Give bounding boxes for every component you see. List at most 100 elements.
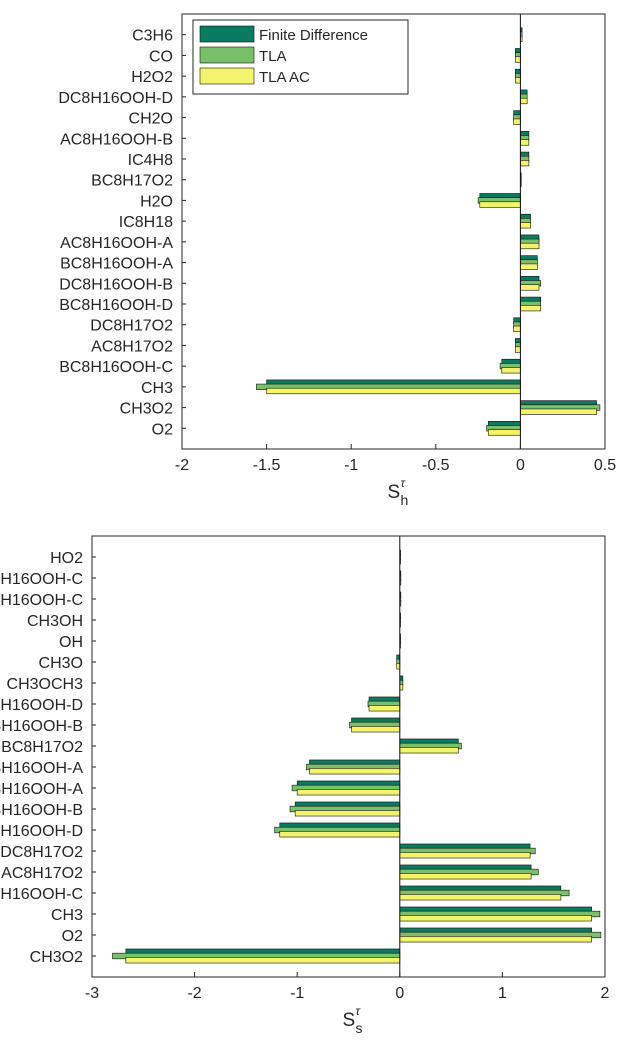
ytick-label: DC8H16OOH-D <box>0 697 83 714</box>
axes-box <box>181 13 606 450</box>
xtick-label: 0 <box>516 457 525 474</box>
ytick-label: CH3OH <box>27 613 83 630</box>
legend-label: TLA AC <box>259 69 310 86</box>
bar-tla-ac-bc8h16ooh-a <box>520 263 538 270</box>
ytick-label: AC8H16OOH-B <box>0 718 83 735</box>
x-axis-label-sup: τ <box>401 476 407 490</box>
ytick-label: BC8H16OOH-C <box>0 886 83 903</box>
xtick-label: -1 <box>290 985 304 1002</box>
bar-tla-ac-ac8h16ooh-b <box>520 139 530 146</box>
ytick-label: BC8H16OOH-A <box>0 781 83 798</box>
bar-tla-ac-ch2o <box>513 118 521 125</box>
bar-tla-ac-bc8h16ooh-c <box>501 367 521 374</box>
ytick-label: H2O2 <box>131 69 173 86</box>
legend-label: Finite Difference <box>259 27 368 44</box>
xtick-label: -2 <box>175 457 189 474</box>
bar-tla-ac-dc8h16ooh-b <box>520 284 540 291</box>
bar-tla-ac-ic8h18 <box>520 222 531 229</box>
ytick-label: DC8H16OOH-B <box>0 802 83 819</box>
x-axis-label-sub: s <box>356 1020 363 1036</box>
bar-tla-ac-bc8h16ooh-d <box>279 831 401 838</box>
legend-label: TLA <box>259 48 287 65</box>
ytick-label: AC8H16OOH-C <box>0 592 83 609</box>
bar-tla-ac-ac8h17o2 <box>399 873 532 880</box>
ytick-label: CH3OCH3 <box>7 676 84 693</box>
legend-swatch <box>199 67 255 85</box>
ytick-label: DC8H16OOH-C <box>0 571 83 588</box>
ytick-label: CH3O2 <box>30 949 83 966</box>
x-axis-label: S <box>343 1010 356 1031</box>
x-axis-label-sup: τ <box>356 1004 362 1018</box>
bar-tla-ac-dc8h16ooh-d <box>368 705 401 712</box>
bar-tla-ac-bc8h17o2 <box>399 747 459 754</box>
ytick-label: IC8H18 <box>119 214 173 231</box>
bar-tla-ac-co <box>515 56 521 63</box>
xtick-label: -2 <box>187 985 201 1002</box>
xtick-label: -3 <box>85 985 99 1002</box>
bar-tla-ac-dc8h16ooh-d <box>520 97 528 105</box>
bar-tla-ac-dc8h17o2 <box>399 852 531 859</box>
ytick-label: CH2O <box>129 111 173 128</box>
ytick-label: BC8H16OOH-C <box>59 359 173 376</box>
bar-tla-ac-ic4h8 <box>520 160 530 167</box>
ytick-label: AC8H17O2 <box>1 865 83 882</box>
ytick-label: HO2 <box>50 550 83 567</box>
ytick-label: CH3O <box>39 655 83 672</box>
bar-tla-ac-ch3 <box>399 915 592 922</box>
ytick-label: CH3O2 <box>120 401 173 418</box>
ytick-label: O2 <box>62 928 83 945</box>
ytick-label: H2O <box>140 193 173 210</box>
ytick-label: DC8H17O2 <box>90 318 173 335</box>
ytick-label: AC8H16OOH-A <box>60 235 173 252</box>
xtick-label: 2 <box>601 985 610 1002</box>
bar-tla-ac-h2o2 <box>515 77 521 84</box>
bar-tla-ac-ac8h17o2 <box>515 346 521 353</box>
ytick-label: CO <box>149 48 173 65</box>
ytick-label: CH3 <box>51 907 83 924</box>
bar-tla-ac-ch3o2 <box>520 408 597 415</box>
bar-tla-ac-ac8h16ooh-b <box>351 726 401 733</box>
xtick-label: -1.5 <box>253 457 281 474</box>
legend-swatch <box>199 25 255 43</box>
ytick-label: DC8H17O2 <box>0 844 83 861</box>
xtick-label: -0.5 <box>422 457 450 474</box>
bar-tla-ac-bc8h16ooh-d <box>520 305 542 312</box>
bar-tla-ac-h2o <box>479 201 521 208</box>
bar-tla-ac-o2 <box>487 429 521 436</box>
bar-tla-ac-bc8h16ooh-c <box>399 894 562 901</box>
bar-tla-ac-ac8h16ooh-a <box>520 242 540 250</box>
bar-tla-ac-ch3o2 <box>125 957 401 964</box>
ytick-label: DC8H16OOH-B <box>59 276 173 293</box>
ytick-label: AC8H16OOH-A <box>0 760 83 777</box>
ytick-label: AC8H16OOH-B <box>60 131 173 148</box>
ytick-label: BC8H16OOH-D <box>0 823 83 840</box>
bar-tla-ac-dc8h17o2 <box>513 325 521 332</box>
bar-tla-ac-o2 <box>399 936 592 943</box>
xtick-label: 1 <box>498 985 507 1002</box>
ytick-label: C3H6 <box>132 28 173 45</box>
bar-tla-ac-ac8h16ooh-a <box>309 768 401 775</box>
ytick-label: CH3 <box>141 380 173 397</box>
ytick-label: AC8H17O2 <box>91 338 173 355</box>
xtick-label: -1 <box>344 457 358 474</box>
ytick-label: BC8H17O2 <box>91 173 173 190</box>
bar-tla-ac-bc8h16ooh-a <box>296 789 401 796</box>
chart-panel-s: HO2DC8H16OOH-CAC8H16OOH-CCH3OHOHCH3OCH3O… <box>0 535 610 1036</box>
bar-tla-ac-ch3 <box>266 387 521 395</box>
ytick-label: O2 <box>152 421 173 438</box>
ytick-label: BC8H16OOH-A <box>60 256 173 273</box>
ytick-label: IC4H8 <box>128 152 173 169</box>
legend-swatch <box>199 46 255 64</box>
xtick-label: 0 <box>395 985 404 1002</box>
ytick-label: OH <box>59 634 83 651</box>
ytick-label: BC8H16OOH-D <box>59 297 173 314</box>
ytick-label: BC8H17O2 <box>1 739 83 756</box>
x-axis-label: S <box>388 482 401 503</box>
ytick-label: DC8H16OOH-D <box>58 90 173 107</box>
x-axis-label-sub: h <box>401 492 409 508</box>
bar-tla-ac-dc8h16ooh-b <box>294 810 401 817</box>
xtick-label: 0.5 <box>594 457 616 474</box>
axes-box <box>91 535 606 978</box>
chart-panel-h: C3H6 CO H2O2 DC8H16OOH-D CH2O AC8H16OOH-B IC4H… <box>58 13 616 508</box>
